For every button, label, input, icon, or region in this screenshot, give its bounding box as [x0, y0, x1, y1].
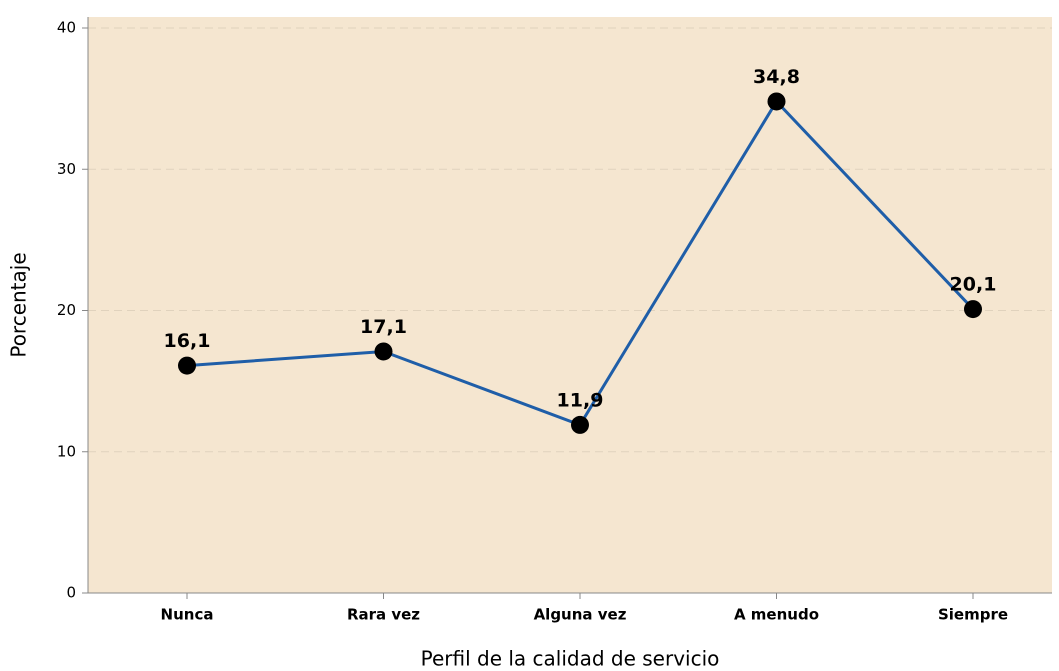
- data-label: 11,9: [557, 389, 604, 411]
- data-point: [374, 342, 393, 361]
- data-point: [178, 356, 196, 375]
- x-tick-label: Alguna vez: [534, 606, 627, 624]
- data-point: [964, 300, 982, 319]
- y-tick-label: 30: [57, 160, 76, 178]
- data-label: 34,8: [753, 66, 800, 88]
- y-tick-label: 40: [57, 19, 76, 37]
- x-tick-label: A menudo: [734, 606, 819, 624]
- data-point: [767, 92, 786, 111]
- data-label: 16,1: [164, 330, 211, 352]
- data-label: 20,1: [950, 274, 997, 296]
- y-tick-label: 20: [57, 301, 76, 319]
- y-tick-label: 0: [66, 584, 76, 602]
- y-tick-label: 10: [57, 442, 76, 460]
- data-label: 17,1: [360, 316, 407, 338]
- plot-background: [88, 17, 1052, 593]
- x-tick-label: Nunca: [161, 606, 214, 624]
- x-tick-label: Siempre: [938, 606, 1008, 624]
- y-axis-title: Porcentaje: [7, 252, 31, 357]
- x-tick-label: Rara vez: [347, 606, 420, 624]
- data-point: [571, 415, 589, 434]
- x-axis-title: Perfil de la calidad de servicio: [421, 647, 720, 671]
